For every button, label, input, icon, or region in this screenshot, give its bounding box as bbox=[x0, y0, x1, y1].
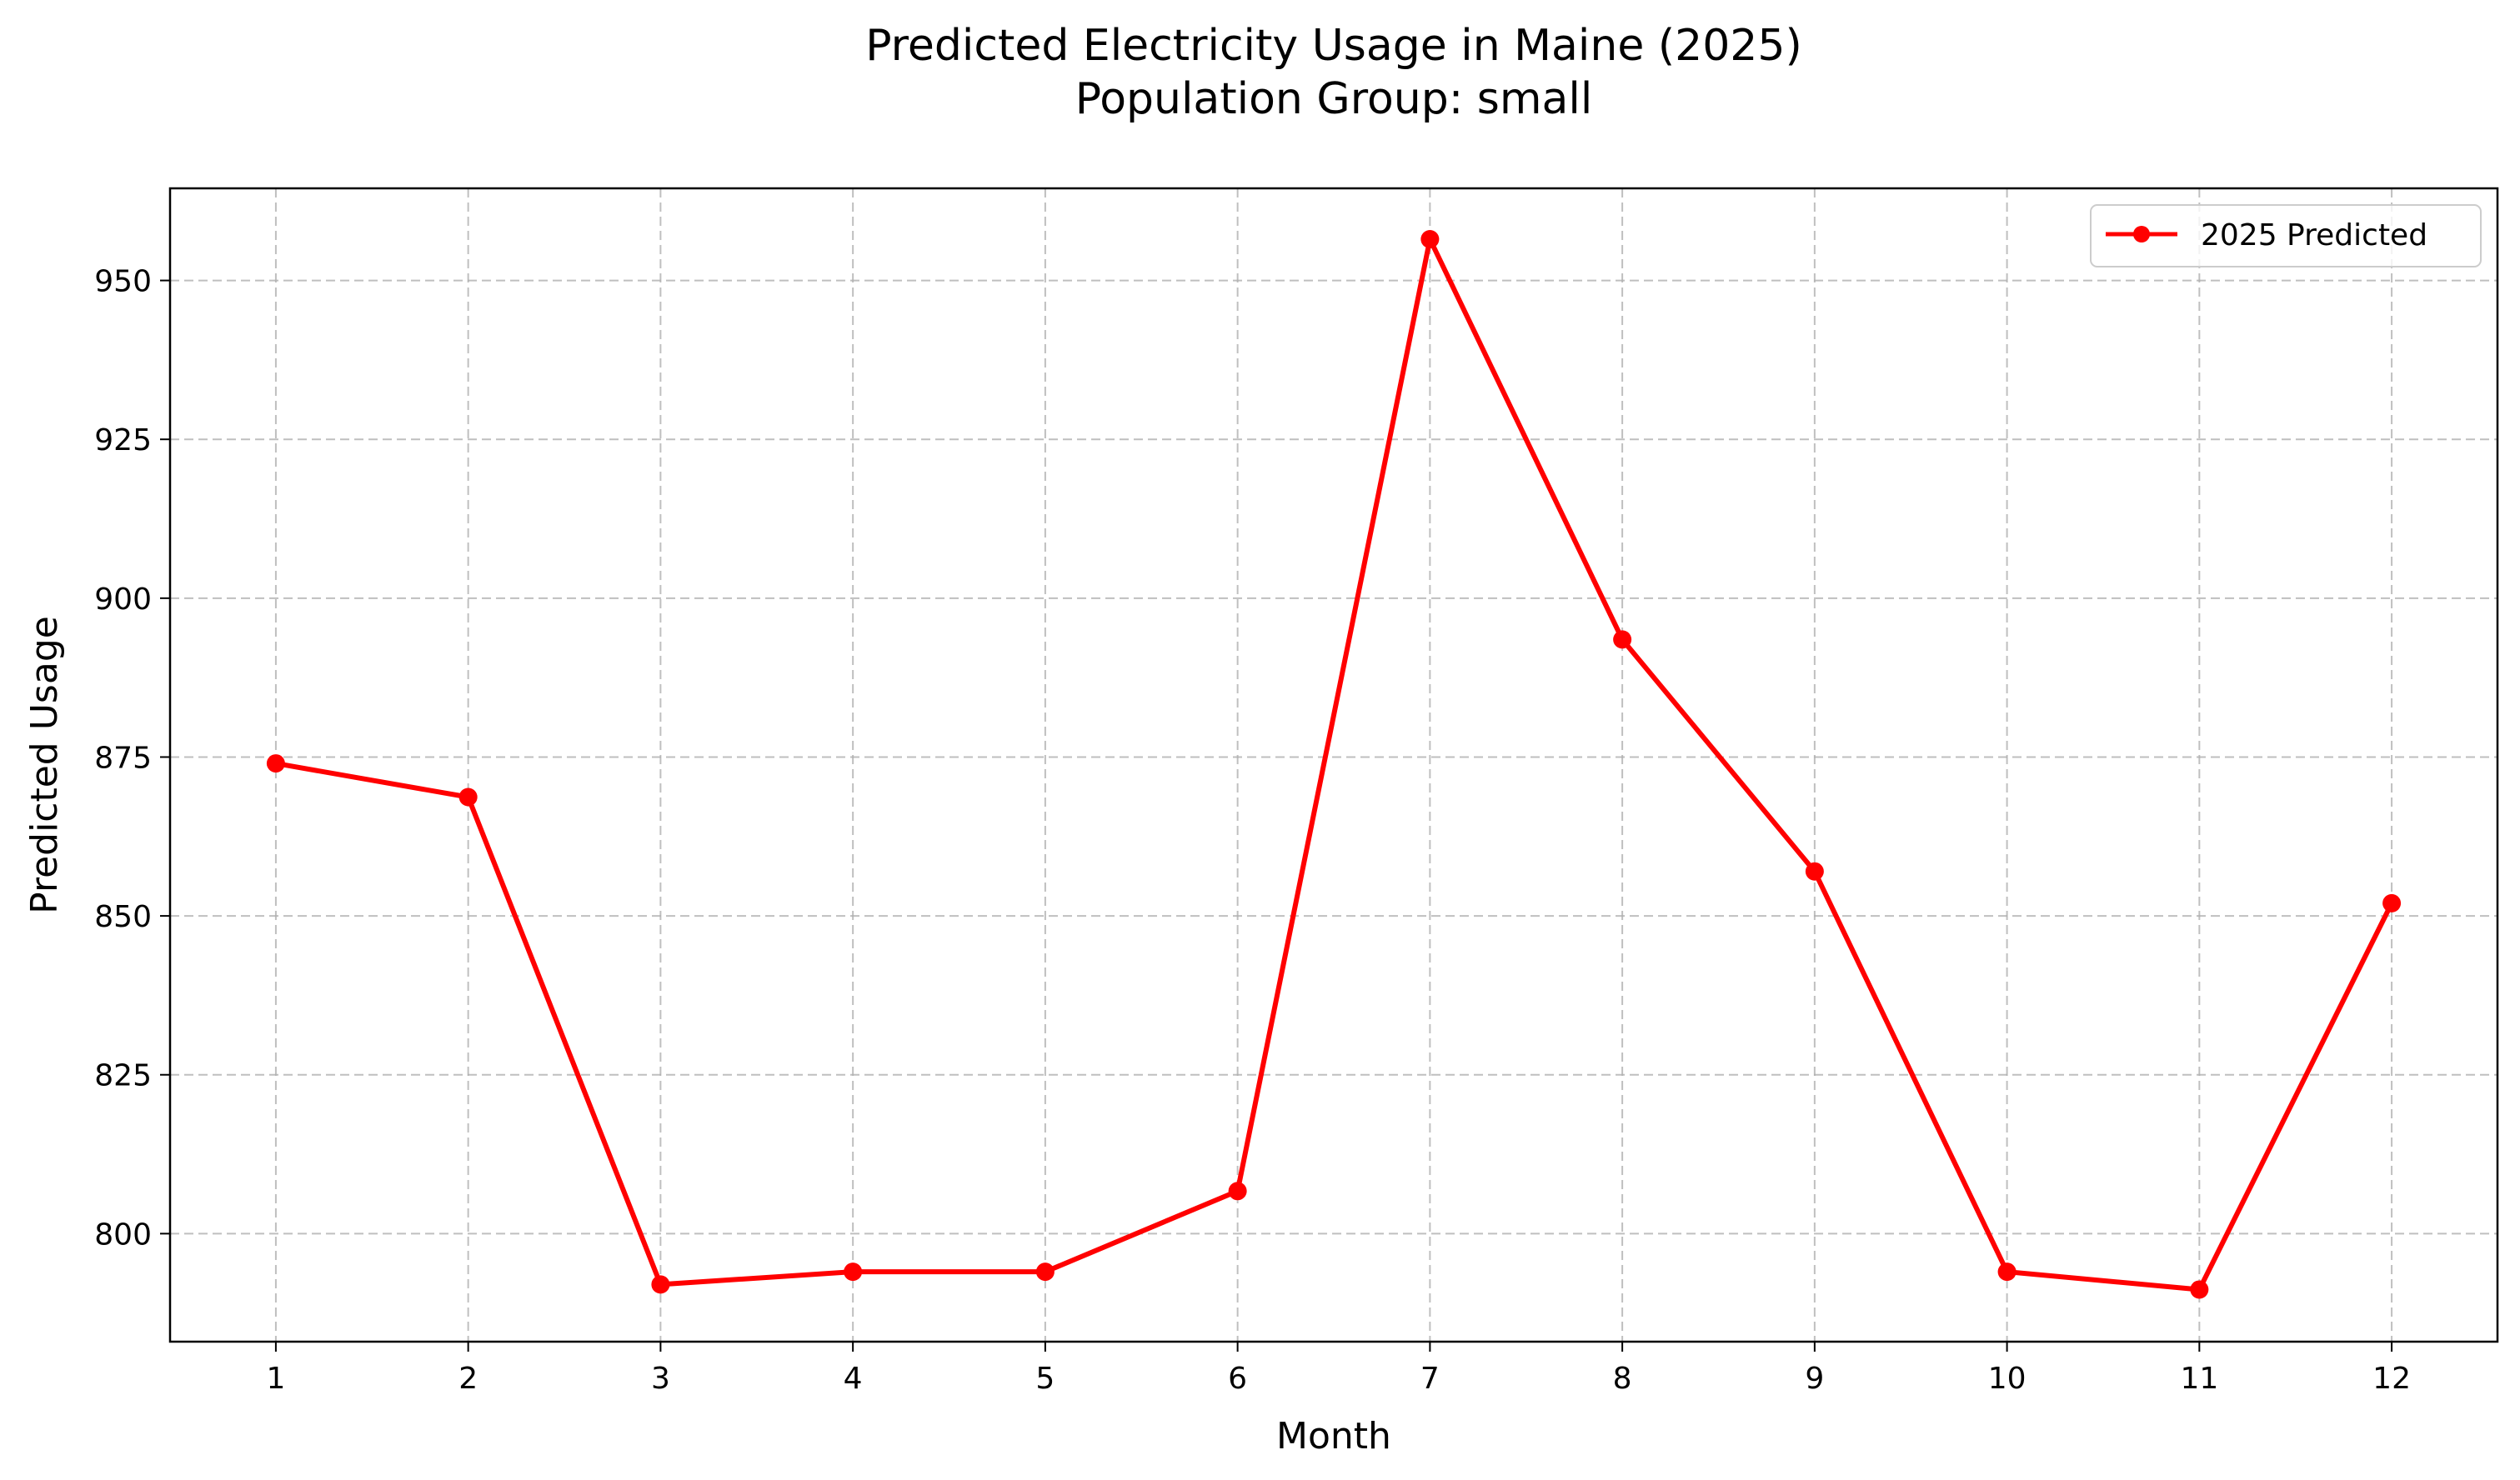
x-tick-label: 10 bbox=[1988, 1362, 2027, 1396]
data-point bbox=[266, 754, 285, 773]
series-layer bbox=[266, 230, 2402, 1299]
legend: 2025 Predicted bbox=[2090, 204, 2482, 268]
data-point bbox=[1997, 1262, 2017, 1282]
x-tick-label: 3 bbox=[651, 1362, 670, 1396]
grid-lines bbox=[170, 188, 2497, 1342]
x-tick-label: 7 bbox=[1420, 1362, 1440, 1396]
data-point bbox=[1035, 1262, 1055, 1282]
x-tick-label: 11 bbox=[2180, 1362, 2218, 1396]
y-tick-label: 900 bbox=[94, 582, 152, 617]
data-point bbox=[458, 788, 478, 807]
data-point bbox=[1805, 862, 1824, 881]
data-point bbox=[1228, 1182, 1247, 1201]
data-point bbox=[2382, 893, 2402, 912]
y-tick-label: 850 bbox=[94, 900, 152, 934]
legend-box bbox=[2090, 204, 2482, 268]
y-tick-label: 950 bbox=[94, 265, 152, 299]
data-point bbox=[1420, 230, 1440, 249]
data-point bbox=[2190, 1280, 2209, 1299]
data-point bbox=[844, 1262, 863, 1282]
legend-marker-swatch bbox=[2133, 226, 2150, 242]
y-tick-label: 925 bbox=[94, 423, 152, 458]
x-tick-label: 12 bbox=[2372, 1362, 2411, 1396]
plot-frame bbox=[168, 187, 2499, 1343]
data-point bbox=[1613, 630, 1632, 649]
y-tick-label: 825 bbox=[94, 1059, 152, 1093]
chart-subtitle: Population Group: small bbox=[1075, 74, 1593, 124]
data-point bbox=[651, 1275, 670, 1294]
legend-label: 2025 Predicted bbox=[2201, 218, 2427, 252]
x-tick-label: 2 bbox=[458, 1362, 478, 1396]
series-line bbox=[273, 237, 2395, 1292]
x-tick-label: 6 bbox=[1228, 1362, 1247, 1396]
y-tick-label: 875 bbox=[94, 741, 152, 775]
x-tick-label: 1 bbox=[266, 1362, 285, 1396]
x-tick-label: 5 bbox=[1035, 1362, 1055, 1396]
chart-title: Predicted Electricity Usage in Maine (20… bbox=[865, 21, 1802, 71]
x-axis-label: Month bbox=[1276, 1415, 1391, 1458]
y-axis-label: Predicted Usage bbox=[23, 616, 66, 914]
x-tick-label: 4 bbox=[844, 1362, 863, 1396]
x-tick-label: 9 bbox=[1805, 1362, 1824, 1396]
x-tick-label: 8 bbox=[1613, 1362, 1632, 1396]
y-tick-label: 800 bbox=[94, 1218, 152, 1252]
